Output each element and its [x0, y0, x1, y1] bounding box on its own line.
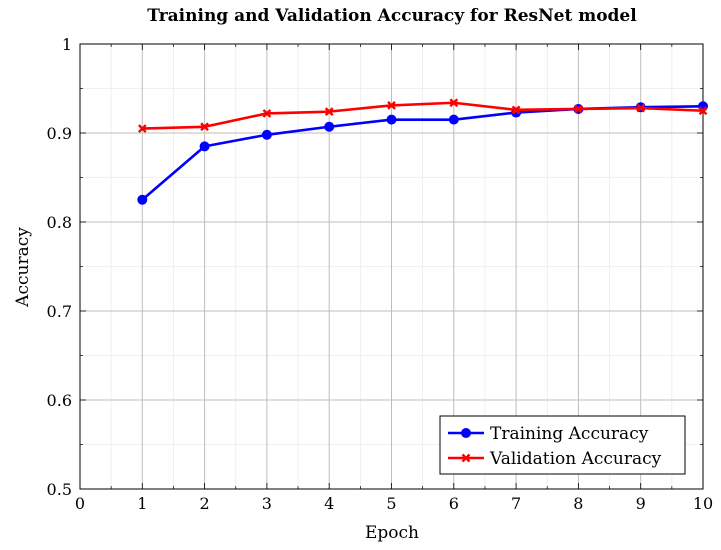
validation-point [636, 103, 646, 113]
validation-point-stroke [636, 103, 646, 113]
y-tick-labels: 0.5 0.6 0.7 0.8 0.9 1 [47, 35, 72, 499]
x-tick-label: 2 [200, 494, 210, 513]
series-layer [137, 98, 708, 205]
training-point [137, 194, 148, 205]
validation-point [387, 101, 396, 110]
x-tick-label: 8 [573, 494, 583, 513]
legend-validation-marker [461, 453, 471, 463]
training-point [199, 141, 210, 152]
y-tick-label: 0.5 [47, 480, 72, 499]
x-tick-label: 4 [324, 494, 334, 513]
training-point [386, 114, 397, 125]
training-point [448, 114, 459, 125]
y-tick-label: 0.9 [47, 124, 72, 143]
validation-point-stroke [511, 105, 521, 115]
legend-box [439, 415, 686, 475]
validation-series-line [142, 101, 704, 130]
y-tick-label: 0.8 [47, 213, 72, 232]
validation-point-stroke [200, 122, 209, 132]
legend: Training Accuracy Validation Accuracy [439, 415, 686, 475]
x-tick-label: 9 [636, 494, 646, 513]
validation-point-stroke [137, 124, 147, 133]
x-tick-label: 7 [511, 494, 521, 513]
validation-point-stroke [262, 109, 272, 118]
legend-training-marker [461, 428, 471, 438]
validation-point-stroke [698, 106, 708, 116]
validation-point-stroke [387, 101, 396, 110]
validation-point [137, 124, 147, 133]
validation-point-stroke [324, 107, 334, 116]
x-tick-label: 10 [693, 494, 713, 513]
validation-point [324, 107, 334, 116]
y-tick-label: 0.7 [47, 302, 72, 321]
y-tick-label: 0.6 [47, 391, 72, 410]
validation-point-stroke [574, 104, 583, 114]
validation-point [449, 98, 459, 108]
y-tick-label: 1 [62, 35, 72, 54]
validation-point [511, 105, 521, 115]
axis-ticks [79, 43, 704, 490]
x-tick-labels: 0 1 2 3 4 5 6 7 8 9 10 [75, 494, 713, 513]
training-point [324, 121, 335, 132]
training-point [261, 129, 272, 140]
legend-training-label: Training Accuracy [490, 424, 649, 444]
x-tick-label: 3 [262, 494, 272, 513]
y-axis-label: Accuracy [13, 227, 33, 308]
x-tick-label: 6 [449, 494, 459, 513]
validation-point [200, 122, 209, 132]
validation-point [574, 104, 583, 114]
legend-validation-label: Validation Accuracy [489, 449, 662, 469]
validation-point [262, 109, 272, 118]
validation-point [698, 106, 708, 116]
chart-title: Training and Validation Accuracy for Res… [147, 6, 637, 26]
x-tick-label: 1 [137, 494, 147, 513]
validation-point-stroke [449, 98, 459, 108]
x-axis-label: Epoch [365, 523, 419, 543]
x-tick-label: 5 [386, 494, 396, 513]
x-tick-label: 0 [75, 494, 85, 513]
